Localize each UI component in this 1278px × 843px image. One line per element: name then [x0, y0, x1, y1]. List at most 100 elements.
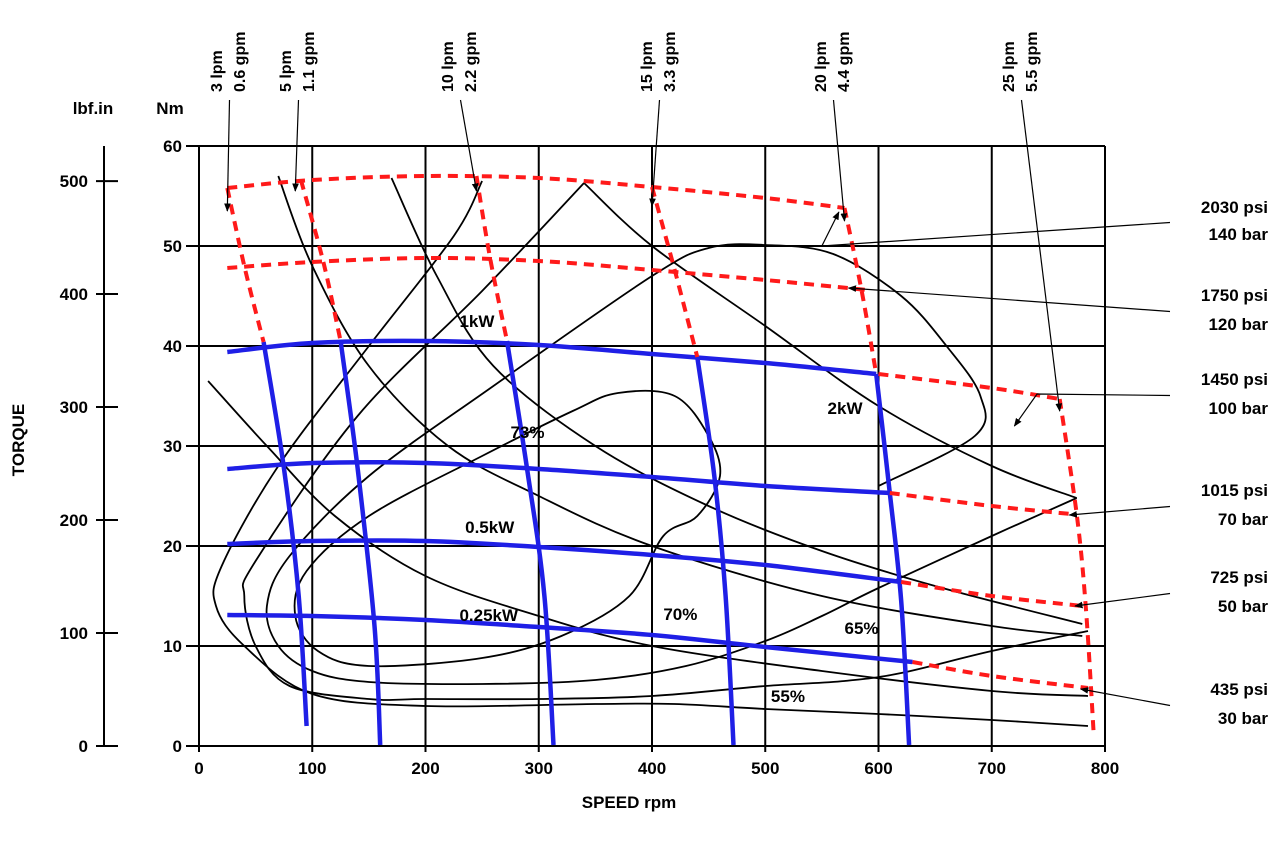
flow-lpm-label: 25 lpm	[1001, 41, 1018, 92]
nm-tick-label: 0	[173, 737, 182, 756]
speed-curve	[504, 340, 556, 746]
flow-lpm-label: 20 lpm	[813, 41, 830, 92]
x-tick-label: 400	[638, 759, 666, 778]
leader-lines	[224, 99, 1171, 707]
x-tick-label: 600	[864, 759, 892, 778]
curve-label: 70%	[663, 605, 697, 624]
nm-tick-label: 20	[163, 537, 182, 556]
curve-label: 65%	[845, 619, 879, 638]
flow-gpm-label: 1.1 gpm	[301, 32, 318, 92]
flow-leader	[292, 99, 300, 192]
flow-gpm-label: 3.3 gpm	[662, 32, 679, 92]
flow-limit-line	[1057, 398, 1096, 735]
x-tick-label: 0	[194, 759, 203, 778]
pressure-bar-label: 30 bar	[1218, 709, 1268, 728]
flow-limit-line	[225, 187, 266, 343]
lbf-tick-label: 300	[60, 398, 88, 417]
flow-limit-line	[474, 175, 509, 342]
lbf-tick-label: 400	[60, 285, 88, 304]
x-tick-label: 100	[298, 759, 326, 778]
pressure-leader	[1074, 592, 1171, 609]
pressure-psi-label: 1450 psi	[1201, 370, 1268, 389]
efficiency-contour	[212, 180, 1089, 727]
pressure-psi-label: 1750 psi	[1201, 286, 1268, 305]
pressure-leader	[1013, 393, 1171, 427]
curve-label: 2kW	[828, 399, 864, 418]
x-axis-title: SPEED rpm	[582, 793, 676, 812]
pressure-bar-label: 50 bar	[1218, 597, 1268, 616]
flow-leader	[832, 99, 848, 222]
flow-gpm-label: 0.6 gpm	[232, 32, 249, 92]
curve-label: 55%	[771, 687, 805, 706]
power-curve	[207, 380, 1089, 697]
torque-curve	[227, 338, 877, 377]
x-tick-label: 200	[411, 759, 439, 778]
flow-leader	[649, 99, 661, 207]
lbf-tick-label: 200	[60, 511, 88, 530]
speed-curve	[695, 356, 736, 746]
torque-curve	[227, 612, 913, 665]
efficiency-contour	[265, 243, 1078, 686]
nm-tick-label: 30	[163, 437, 182, 456]
pressure-leader	[1079, 687, 1171, 707]
pressure-psi-label: 725 psi	[1210, 568, 1268, 587]
pressure-bar-label: 140 bar	[1208, 225, 1268, 244]
flow-limit-line	[842, 207, 879, 375]
nm-tick-label: 50	[163, 237, 182, 256]
pressure-limit-line	[900, 580, 1083, 608]
curve-label: 0.25kW	[459, 606, 519, 625]
pressure-leader	[1068, 505, 1171, 518]
pressure-psi-label: 435 psi	[1210, 680, 1268, 699]
lbf-tick-label: 0	[79, 737, 88, 756]
pressure-bar-label: 70 bar	[1218, 510, 1268, 529]
nm-tick-label: 10	[163, 637, 182, 656]
y-unit-nm: Nm	[156, 99, 183, 118]
flow-gpm-label: 4.4 gpm	[836, 32, 853, 92]
flow-lpm-label: 5 lpm	[278, 50, 295, 92]
efficiency-contours	[212, 180, 1089, 727]
flow-lpm-label: 10 lpm	[440, 41, 457, 92]
pressure-limit-line	[227, 173, 845, 210]
flow-leader	[1020, 99, 1063, 412]
flow-gpm-label: 5.5 gpm	[1024, 32, 1041, 92]
speed-curve	[338, 340, 383, 746]
pressure-limit-line	[889, 491, 1072, 516]
nm-tick-label: 40	[163, 337, 182, 356]
pressure-bar-label: 100 bar	[1208, 399, 1268, 418]
speed-curve	[873, 373, 912, 746]
y-axis-title: TORQUE	[9, 404, 28, 476]
curve-label: 73%	[510, 423, 544, 442]
flow-limit-line	[298, 179, 343, 342]
pressure-leader	[820, 211, 1171, 247]
pressure-limit-line	[912, 660, 1089, 690]
flow-gpm-label: 2.2 gpm	[463, 32, 480, 92]
pressure-limit-line	[878, 372, 1061, 401]
pressure-psi-label: 2030 psi	[1201, 198, 1268, 217]
pressure-psi-label: 1015 psi	[1201, 481, 1268, 500]
lbf-tick-label: 500	[60, 172, 88, 191]
curve-label: 1kW	[459, 312, 495, 331]
x-tick-label: 500	[751, 759, 779, 778]
flow-leader	[224, 99, 231, 212]
torque-speed-curves	[227, 338, 913, 746]
lbf-tick-label: 100	[60, 624, 88, 643]
pressure-limit-line	[227, 255, 868, 292]
curve-label: 0.5kW	[465, 518, 515, 537]
flow-lpm-label: 3 lpm	[209, 50, 226, 92]
x-tick-label: 700	[978, 759, 1006, 778]
labels: 1kW 2kW 0.5kW 0.25kW 73% 70% 65% 55% 2030 psi 140…	[209, 32, 1268, 728]
speed-curve	[261, 341, 309, 727]
grid	[186, 145, 1106, 752]
flow-limit-line	[650, 186, 700, 358]
pressure-leader	[847, 285, 1171, 313]
pressure-flow-limits	[225, 173, 1096, 735]
x-tick-label: 300	[525, 759, 553, 778]
flow-leader	[459, 99, 479, 192]
x-tick-label: 800	[1091, 759, 1119, 778]
pressure-bar-label: 120 bar	[1208, 315, 1268, 334]
nm-tick-label: 60	[163, 137, 182, 156]
y-unit-lbf: lbf.in	[73, 99, 114, 118]
flow-lpm-label: 15 lpm	[639, 41, 656, 92]
